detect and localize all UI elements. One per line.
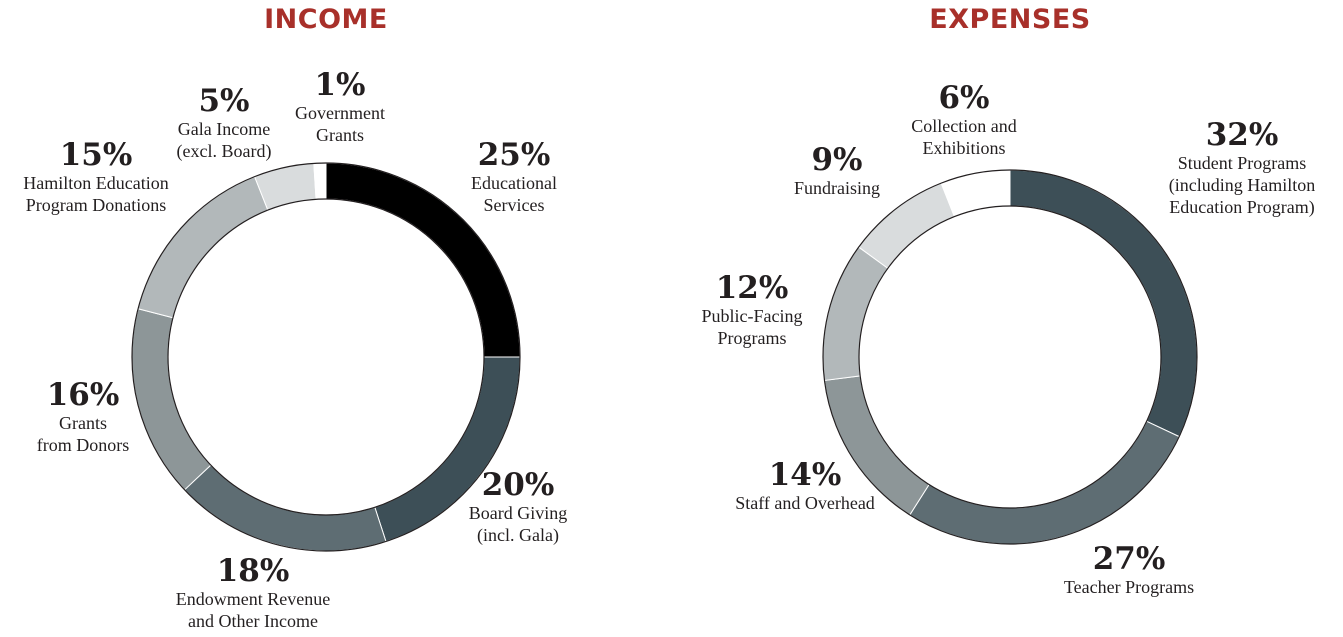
slice-percent: 18% [216,553,290,589]
slice-percent: 6% [938,80,990,116]
slice-description-line: Services [483,195,545,215]
slice-description-line: Teacher Programs [1063,577,1195,597]
slice-percent: 14% [768,457,842,493]
slice-description-line: from Donors [36,435,130,455]
expenses-slice-teacher-programs [909,420,1180,545]
slice-description-line: Fundraising [793,178,881,198]
slice-description-line: Public-Facing [701,306,803,326]
expenses-label-public-facing-programs: 12% Public-Facing Programs [702,271,803,349]
expenses-label-student-programs-including-hamilton-education-program: 32% Student Programs (including Hamilton Ed… [1169,118,1315,218]
income-slice-endowment-revenue-and-other-income [183,464,387,552]
slice-description-line: Student Programs [1177,153,1307,173]
income-label-hamilton-education-program-donations: 15% Hamilton Education Program Donations [23,138,168,216]
slice-percent: 27% [1092,541,1166,577]
slice-percent: 25% [477,137,551,173]
slice-description-line: Collection and [911,116,1017,136]
slice-description-line: Grants [59,413,107,433]
expenses-chart-title: EXPENSES [929,4,1091,35]
slice-description-line: Endowment Revenue [175,589,331,609]
income-label-government-grants: 1% Government Grants [295,68,385,146]
income-label-educational-services: 25% Educational Services [471,138,557,216]
slice-percent: 12% [715,270,789,306]
slice-percent: 16% [46,377,120,413]
slice-description-line: Hamilton Education [23,173,169,193]
slice-description-line: and Other Income [188,611,318,631]
income-slice-government-grants [313,162,327,200]
slice-description-line: Government [295,103,385,123]
slice-description-line: Grants [315,125,364,145]
expenses-outer-ring [822,169,1198,545]
slice-description-line: (excl. Board) [176,141,272,161]
slice-description-line: Staff and Overhead [735,493,875,513]
expenses-inner-ring [858,205,1162,509]
income-label-board-giving-incl-gala: 20% Board Giving (incl. Gala) [469,468,568,546]
expenses-label-staff-and-overhead: 14% Staff and Overhead [735,458,875,514]
expenses-donut [822,169,1198,545]
slice-percent: 9% [811,142,863,178]
slice-percent: 15% [59,137,133,173]
slice-percent: 32% [1205,117,1279,153]
slice-description-line: Program Donations [25,195,167,215]
income-outer-ring [131,162,521,552]
income-slice-grants-from-donors [131,308,212,491]
slice-description-line: Programs [717,328,787,348]
income-label-gala-income-excl-board: 5% Gala Income (excl. Board) [177,84,272,162]
expenses-label-teacher-programs: 27% Teacher Programs [1064,542,1194,598]
income-donut [131,162,521,552]
slice-percent: 20% [481,467,555,503]
slice-description-line: (incl. Gala) [477,525,559,545]
slice-description-line: Gala Income [177,119,271,139]
income-label-grants-from-donors: 16% Grants from Donors [37,378,130,456]
expenses-label-collection-and-exhibitions: 6% Collection and Exhibitions [911,81,1016,159]
expenses-slice-public-facing-programs [822,246,889,381]
slice-description-line: Exhibitions [922,138,1006,158]
income-chart-title: INCOME [264,4,388,35]
slice-description-line: Education Program) [1169,197,1315,217]
slice-percent: 1% [314,67,366,103]
expenses-label-fundraising: 9% Fundraising [794,143,880,199]
slice-description-line: Board Giving [468,503,568,523]
slice-percent: 5% [198,83,250,119]
income-inner-ring [167,198,485,516]
income-label-endowment-revenue-and-other-income: 18% Endowment Revenue and Other Income [176,554,330,632]
slice-description-line: Educational [471,173,557,193]
slice-description-line: (including Hamilton [1168,175,1316,195]
